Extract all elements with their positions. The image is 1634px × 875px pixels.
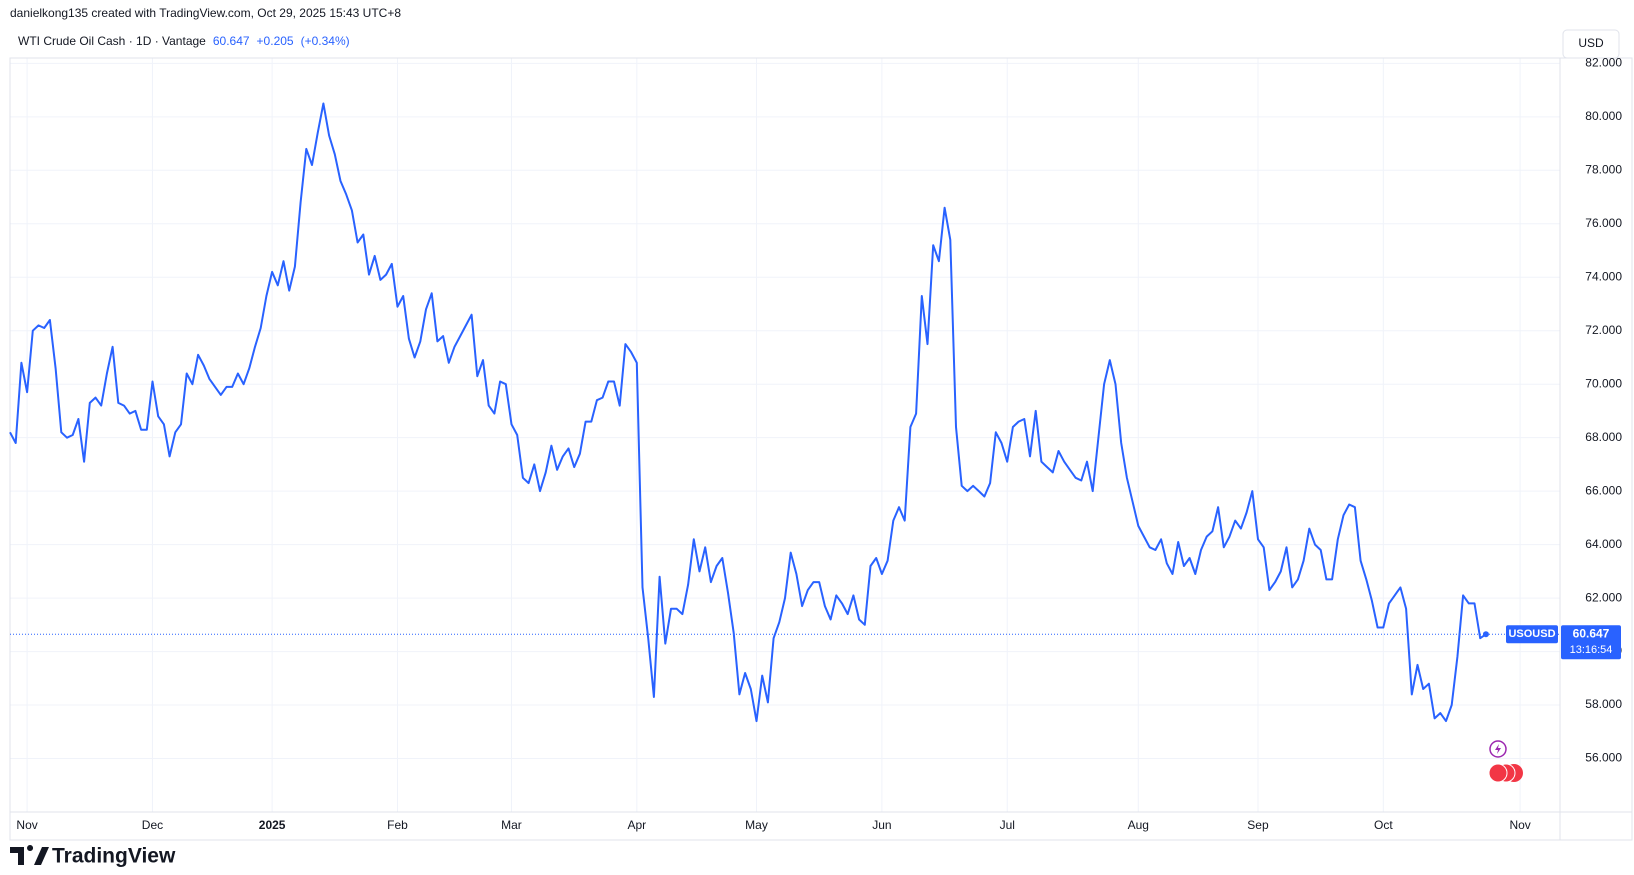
price-tag-countdown: 13:16:54 — [1570, 644, 1613, 656]
legend-symbol: WTI Crude Oil Cash · 1D · Vantage — [18, 34, 206, 48]
y-tick-label: 70.000 — [1585, 376, 1622, 390]
event-glyph — [1495, 744, 1501, 754]
symbol-tag-label: USOUSD — [1508, 628, 1555, 640]
legend: WTI Crude Oil Cash · 1D · Vantage 60.647… — [18, 34, 350, 48]
y-tick-label: 80.000 — [1585, 109, 1622, 123]
grid — [10, 58, 1560, 812]
x-tick-label: Sep — [1247, 818, 1269, 832]
y-tick-label: 72.000 — [1585, 323, 1622, 337]
x-tick-label: Nov — [1509, 818, 1530, 832]
x-tick-label: Jul — [1000, 818, 1015, 832]
event-icons — [1488, 740, 1523, 783]
frame — [9, 57, 1633, 841]
y-tick-label: 62.000 — [1585, 590, 1622, 604]
last-point — [1482, 631, 1489, 638]
x-tick-label: Aug — [1128, 818, 1149, 832]
legend-change-pct: (+0.34%) — [301, 34, 350, 48]
logo-text: TradingView — [52, 845, 176, 868]
y-tick-label: 76.000 — [1585, 216, 1622, 230]
x-tick-label: Nov — [16, 818, 37, 832]
legend-price: 60.647 — [213, 34, 250, 48]
x-tick-label: Dec — [142, 818, 163, 832]
x-tick-label: Jun — [872, 818, 891, 832]
y-tick-label: 66.000 — [1585, 483, 1622, 497]
y-tick-label: 68.000 — [1585, 430, 1622, 444]
y-tick-label: 56.000 — [1585, 751, 1622, 765]
price-tag-value: 60.647 — [1573, 626, 1610, 640]
x-tick-label: Mar — [501, 818, 522, 832]
price-tag — [1561, 625, 1621, 660]
logo: TradingView — [10, 845, 176, 868]
x-tick-label: May — [745, 818, 768, 832]
y-tick-label: 78.000 — [1585, 162, 1622, 176]
event-icon[interactable] — [1488, 763, 1508, 783]
x-tick-label: 2025 — [259, 818, 286, 832]
currency-label[interactable]: USD — [1578, 36, 1604, 50]
caption: danielkong135 created with TradingView.c… — [10, 6, 401, 20]
x-tick-label: Feb — [387, 818, 408, 832]
y-tick-label: 58.000 — [1585, 697, 1622, 711]
symbol-tag — [1506, 625, 1558, 644]
logo-mark — [10, 845, 49, 865]
currency-button[interactable] — [1562, 29, 1620, 59]
x-tick-label: Oct — [1374, 818, 1393, 832]
y-tick-label: 82.000 — [1585, 56, 1622, 70]
y-tick-label: 64.000 — [1585, 537, 1622, 551]
legend-change: +0.205 — [257, 34, 294, 48]
y-tick-label: 74.000 — [1585, 269, 1622, 283]
x-tick-label: Apr — [627, 818, 646, 832]
price-line — [9, 102, 1487, 723]
